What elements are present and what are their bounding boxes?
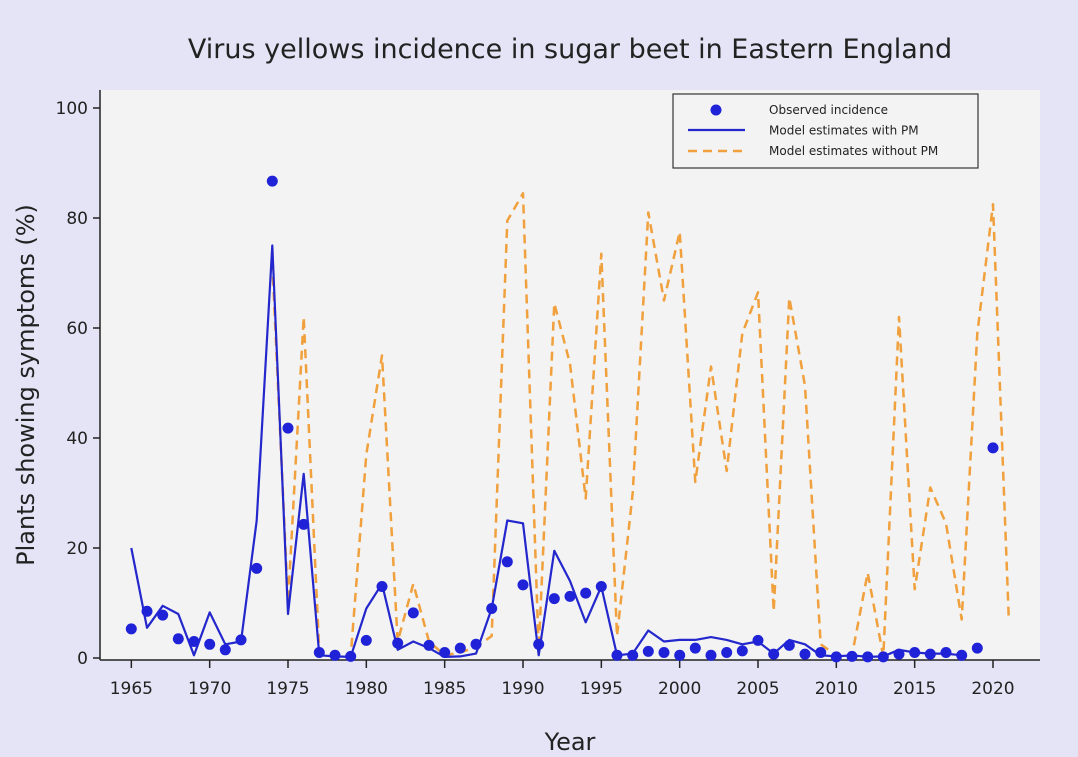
series-line-without-pm [271, 192, 1010, 658]
observed-point [486, 603, 498, 614]
x-tick-label: 1975 [266, 679, 309, 699]
observed-point [360, 634, 372, 646]
observed-point [125, 623, 137, 635]
observed-point [282, 422, 294, 434]
observed-point [768, 648, 780, 660]
x-tick-label: 1980 [345, 679, 388, 699]
observed-point [298, 518, 310, 530]
observed-point [721, 647, 733, 658]
observed-point [830, 651, 842, 663]
legend: Observed incidence Model estimates with P… [672, 93, 979, 169]
observed-point [141, 605, 153, 617]
y-tick-label: 100 [56, 99, 88, 119]
x-tick-label: 1985 [423, 679, 466, 699]
observed-point [987, 442, 999, 454]
x-tick-label: 1965 [110, 679, 153, 699]
observed-point [736, 645, 748, 657]
legend-label-observed: Observed incidence [769, 103, 888, 117]
observed-point [251, 562, 263, 574]
plot-area [100, 90, 1040, 660]
x-tick-label: 2015 [893, 679, 936, 699]
x-tick-label: 2000 [658, 679, 701, 699]
observed-point [971, 642, 983, 654]
observed-point [909, 647, 921, 658]
observed-point [705, 649, 717, 661]
observed-point [392, 637, 404, 649]
legend-marker-observed [710, 104, 722, 116]
observed-point [674, 649, 686, 661]
observed-point [642, 645, 654, 657]
observed-point [658, 647, 670, 658]
legend-label-with-pm: Model estimates with PM [769, 124, 919, 138]
observed-point [564, 590, 576, 602]
observed-point [783, 639, 795, 651]
observed-point [548, 593, 560, 605]
observed-point [580, 587, 592, 599]
y-tick-label: 0 [77, 649, 88, 669]
observed-point [752, 634, 764, 646]
series-layer [125, 175, 1010, 663]
observed-point [376, 581, 388, 592]
observed-point [533, 638, 545, 650]
observed-point [329, 649, 341, 661]
observed-point [423, 639, 435, 651]
axes: 0 20 40 60 80 100 1965 1970 1975 1980 1985 1990 1995… [56, 90, 1040, 699]
observed-point [877, 651, 889, 663]
y-tick-label: 80 [66, 209, 88, 229]
observed-point [940, 647, 952, 658]
observed-point [846, 650, 858, 662]
chart-title: Virus yellows incidence in sugar beet in… [188, 34, 952, 65]
y-tick-label: 20 [66, 539, 88, 559]
observed-point [407, 607, 419, 619]
x-tick-label: 2020 [971, 679, 1014, 699]
x-tick-label: 2010 [815, 679, 858, 699]
observed-point [157, 609, 169, 621]
observed-point [172, 633, 184, 645]
observed-point [956, 649, 968, 661]
observed-point [345, 650, 357, 662]
observed-point [439, 647, 451, 658]
observed-point [454, 642, 466, 654]
observed-point [627, 649, 639, 661]
observed-point [611, 649, 623, 661]
observed-point [924, 648, 936, 660]
observed-point [799, 648, 811, 660]
x-tick-label: 1990 [501, 679, 544, 699]
observed-point [470, 638, 482, 650]
observed-point [517, 579, 529, 591]
legend-label-without-pm: Model estimates without PM [769, 144, 938, 158]
y-tick-label: 60 [66, 319, 88, 339]
observed-point [219, 644, 231, 656]
x-tick-label: 1995 [580, 679, 623, 699]
y-tick-label: 40 [66, 429, 88, 449]
observed-point [501, 556, 513, 568]
observed-point [893, 648, 905, 660]
x-axis-title: Year [544, 728, 596, 756]
observed-point [235, 634, 247, 646]
observed-point [595, 581, 607, 592]
observed-point [689, 642, 701, 654]
x-tick-label: 1970 [188, 679, 231, 699]
observed-point [266, 175, 278, 187]
observed-point [862, 651, 874, 663]
observed-point [204, 638, 216, 650]
y-axis-title: Plants showing symptoms (%) [12, 204, 40, 566]
x-tick-label: 2005 [736, 679, 779, 699]
observed-point [815, 647, 827, 658]
observed-point [188, 636, 200, 647]
observed-point [313, 647, 325, 658]
